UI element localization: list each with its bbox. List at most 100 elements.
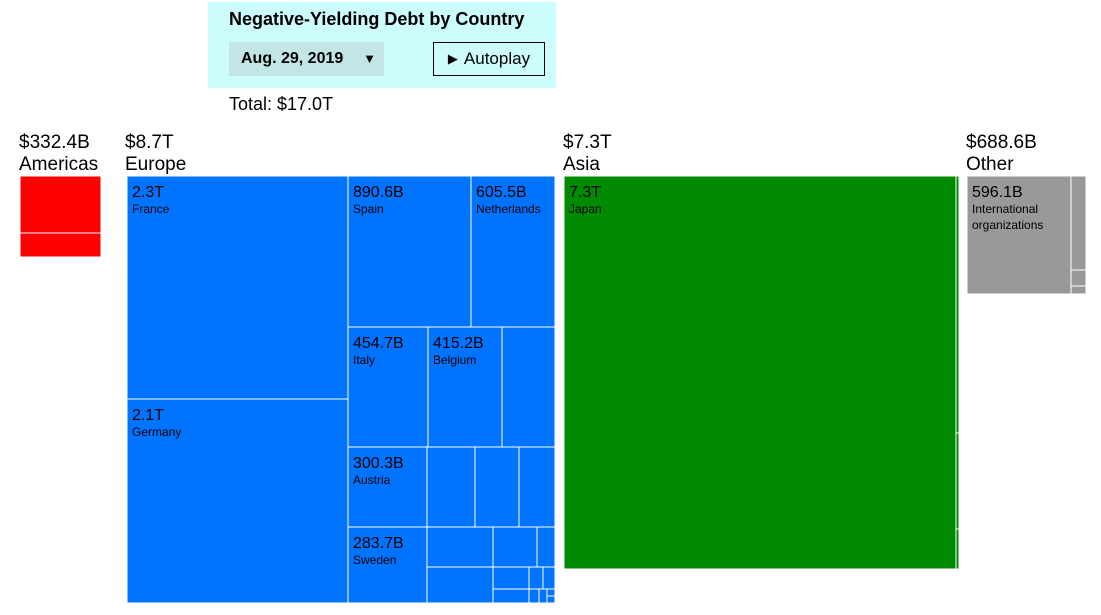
tile-rect[interactable]: [426, 566, 494, 604]
tile-rect[interactable]: [492, 526, 538, 568]
tile-rect[interactable]: [966, 175, 1072, 295]
tile-rect[interactable]: [126, 175, 349, 400]
tile-rect[interactable]: [563, 175, 957, 570]
tile-europe-12[interactable]: [426, 526, 494, 568]
tile-rect[interactable]: [347, 446, 428, 528]
tile-name-label: organizations: [972, 218, 1043, 232]
tile-rect[interactable]: [347, 175, 472, 328]
tile-rect[interactable]: [538, 588, 548, 604]
tile-rect[interactable]: [126, 398, 349, 604]
date-select[interactable]: Aug. 29, 2019 ▼: [229, 42, 384, 76]
tile-value-label: 283.7B: [353, 535, 404, 552]
chevron-down-icon: ▼: [363, 51, 376, 66]
tile-value-label: 2.3T: [132, 184, 164, 201]
tile-rect[interactable]: [19, 175, 102, 234]
tile-value-label: 454.7B: [353, 335, 404, 352]
tile-europe-8[interactable]: [426, 446, 476, 528]
tile-europe-23[interactable]: [546, 595, 556, 604]
region-value: $688.6B: [966, 132, 1037, 153]
tile-rect[interactable]: [546, 595, 556, 604]
tile-name-label: Belgium: [433, 353, 476, 367]
tile-rect[interactable]: [546, 588, 556, 597]
tile-rect[interactable]: [19, 232, 102, 258]
tile-value-label: 300.3B: [353, 455, 404, 472]
tile-asia-3[interactable]: [955, 528, 960, 570]
tile-europe-17[interactable]: [528, 566, 544, 590]
tile-rect[interactable]: [501, 326, 556, 448]
tile-europe-13[interactable]: [492, 526, 538, 568]
tile-name-label: Sweden: [353, 553, 396, 567]
tile-rect[interactable]: [536, 526, 556, 568]
tile-name-label: Netherlands: [476, 202, 541, 216]
tile-rect[interactable]: [1070, 285, 1087, 295]
tile-europe-9[interactable]: [474, 446, 520, 528]
controls-panel: Negative-Yielding Debt by Country Aug. 2…: [208, 2, 556, 88]
tile-rect[interactable]: [542, 566, 556, 590]
tile-rect[interactable]: [1070, 269, 1087, 287]
tile-rect[interactable]: [470, 175, 556, 328]
tile-europe-10[interactable]: [518, 446, 556, 528]
tile-value-label: 7.3T: [569, 184, 601, 201]
tile-europe-15[interactable]: [426, 566, 494, 604]
region-value: $7.3T: [563, 132, 612, 153]
tile-europe-18[interactable]: [542, 566, 556, 590]
tile-rect[interactable]: [426, 526, 494, 568]
tile-europe-16[interactable]: [492, 566, 530, 590]
tile-europe-21[interactable]: [538, 588, 548, 604]
region-value: $332.4B: [19, 132, 90, 153]
tile-value-label: 605.5B: [476, 184, 527, 201]
tile-rect[interactable]: [528, 566, 544, 590]
tile-value-label: 596.1B: [972, 184, 1023, 201]
tile-rect[interactable]: [347, 326, 429, 448]
tile-name-label: Italy: [353, 353, 375, 367]
tile-rect[interactable]: [955, 175, 960, 434]
region-label-europe: $8.7T Europe: [125, 132, 186, 176]
tile-value-label: 2.1T: [132, 407, 164, 424]
tile-rect[interactable]: [528, 588, 540, 604]
tile-americas-0[interactable]: [19, 175, 102, 234]
total-label: Total: $17.0T: [229, 94, 334, 114]
tile-europe-20[interactable]: [528, 588, 540, 604]
region-label-asia: $7.3T Asia: [563, 132, 612, 176]
tile-value-label: 415.2B: [433, 335, 484, 352]
tile-europe-19[interactable]: [492, 588, 530, 604]
autoplay-button[interactable]: ▶ Autoplay: [433, 42, 545, 76]
tile-rect[interactable]: [492, 566, 530, 590]
region-name: Americas: [19, 154, 99, 175]
region-name: Europe: [125, 154, 187, 175]
tile-rect[interactable]: [518, 446, 556, 528]
tile-name-label: International: [972, 202, 1038, 216]
tile-rect[interactable]: [955, 432, 960, 530]
region-value: $8.7T: [125, 132, 174, 153]
tile-rect[interactable]: [347, 526, 428, 604]
tile-asia-2[interactable]: [955, 432, 960, 530]
chart-title: Negative-Yielding Debt by Country: [229, 9, 525, 29]
tile-rect[interactable]: [474, 446, 520, 528]
tile-other-3[interactable]: [1070, 285, 1087, 295]
tile-value-label: 890.6B: [353, 184, 404, 201]
tile-rect[interactable]: [426, 446, 476, 528]
tile-europe-6[interactable]: [501, 326, 556, 448]
tile-europe-14[interactable]: [536, 526, 556, 568]
tile-name-label: Austria: [353, 473, 391, 487]
tile-americas-1[interactable]: [19, 232, 102, 258]
tile-asia-1[interactable]: [955, 175, 960, 434]
tile-rect[interactable]: [492, 588, 530, 604]
tile-rect[interactable]: [427, 326, 503, 448]
tile-other-1[interactable]: [1070, 175, 1087, 271]
tile-europe-22[interactable]: [546, 588, 556, 597]
tile-rect[interactable]: [955, 528, 960, 570]
region-name: Other: [966, 154, 1014, 175]
tile-rect[interactable]: [1070, 175, 1087, 271]
tile-other-2[interactable]: [1070, 269, 1087, 287]
